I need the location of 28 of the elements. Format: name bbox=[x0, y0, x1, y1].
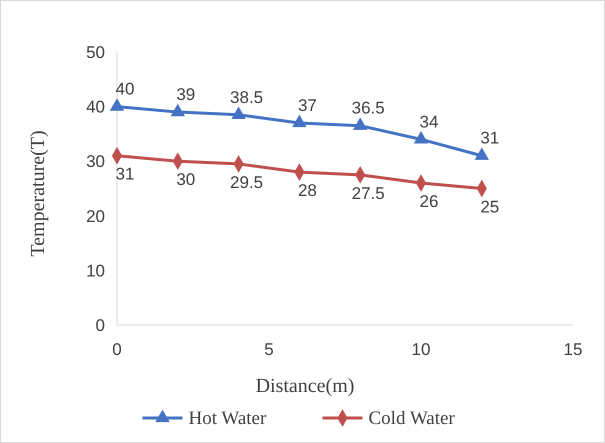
data-label: 40 bbox=[116, 80, 134, 99]
data-label: 26 bbox=[420, 192, 438, 212]
y-tick-label: 40 bbox=[86, 98, 105, 117]
data-label: 31 bbox=[480, 128, 500, 148]
y-tick-label: 50 bbox=[86, 43, 105, 62]
y-tick-label: 30 bbox=[86, 152, 105, 172]
y-tick-label: 20 bbox=[86, 206, 105, 226]
data-label: 27.5 bbox=[352, 184, 385, 203]
x-tick-label: 15 bbox=[564, 340, 582, 359]
data-label: 37 bbox=[298, 96, 317, 115]
y-tick-label: 0 bbox=[96, 316, 105, 335]
legend-label: Hot Water bbox=[188, 408, 267, 429]
data-label: 36.5 bbox=[352, 98, 385, 118]
data-label: 28 bbox=[298, 181, 317, 200]
data-label: 34 bbox=[420, 112, 438, 132]
y-tick-label: 10 bbox=[86, 261, 105, 280]
data-label: 25 bbox=[480, 198, 500, 216]
x-tick-label: 5 bbox=[264, 340, 274, 359]
legend-label: Cold Water bbox=[368, 408, 456, 429]
x-axis-title: Distance(m) bbox=[256, 375, 354, 397]
x-tick-label: 0 bbox=[112, 340, 122, 359]
data-label: 31 bbox=[116, 164, 134, 184]
data-label: 29.5 bbox=[230, 172, 264, 192]
y-axis-title: Temperature(T) bbox=[27, 130, 49, 257]
data-label: 39 bbox=[176, 85, 196, 104]
data-label: 30 bbox=[176, 170, 196, 190]
data-label: 38.5 bbox=[230, 88, 264, 107]
x-tick-label: 10 bbox=[412, 340, 430, 359]
